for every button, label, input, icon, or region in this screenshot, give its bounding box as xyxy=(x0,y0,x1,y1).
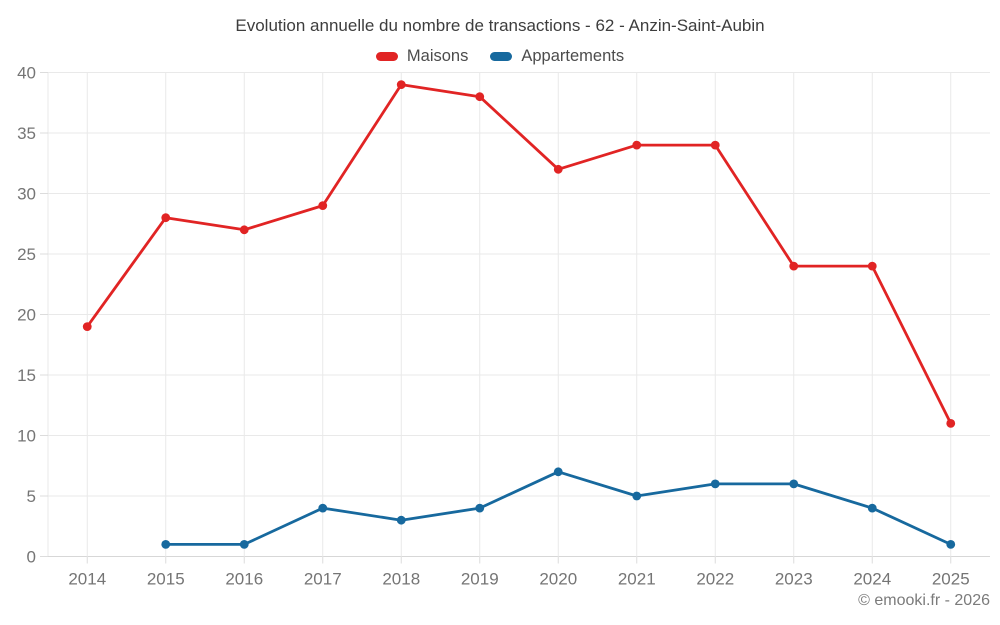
svg-text:2025: 2025 xyxy=(932,570,970,589)
data-point-marker[interactable] xyxy=(553,164,563,174)
svg-text:20: 20 xyxy=(17,306,36,325)
copyright-text: © emooki.fr - 2026 xyxy=(858,592,990,609)
svg-text:2023: 2023 xyxy=(775,570,813,589)
legend-label-appartements: Appartements xyxy=(521,47,625,65)
series-line-maisons xyxy=(85,83,953,425)
axis-ticks xyxy=(40,72,952,564)
legend-item-appartements[interactable]: Appartements xyxy=(490,46,624,66)
legend-label-maisons: Maisons xyxy=(406,47,469,65)
data-point-marker[interactable] xyxy=(475,92,485,102)
data-point-marker[interactable] xyxy=(789,479,799,489)
svg-text:2019: 2019 xyxy=(461,570,499,589)
data-point-marker[interactable] xyxy=(946,419,956,428)
y-axis-labels: 0 5 10 15 20 25 30 35 40 xyxy=(17,64,36,567)
chart-legend: Maisons Appartements xyxy=(0,45,1000,67)
legend-item-maisons[interactable]: Maisons xyxy=(375,46,469,66)
svg-text:25: 25 xyxy=(17,245,36,264)
svg-text:2016: 2016 xyxy=(225,570,263,589)
series-appartements xyxy=(161,467,956,549)
data-point-marker[interactable] xyxy=(710,140,720,150)
data-point-marker[interactable] xyxy=(318,201,328,211)
data-point-marker[interactable] xyxy=(239,540,249,549)
data-point-marker[interactable] xyxy=(475,503,485,513)
data-point-marker[interactable] xyxy=(946,540,956,549)
data-point-marker[interactable] xyxy=(239,225,249,235)
data-point-marker[interactable] xyxy=(161,540,171,549)
svg-text:0: 0 xyxy=(27,548,36,567)
svg-text:2022: 2022 xyxy=(696,570,734,589)
svg-text:2017: 2017 xyxy=(304,570,342,589)
grid-lines xyxy=(47,72,990,557)
svg-text:15: 15 xyxy=(17,366,36,385)
data-point-marker[interactable] xyxy=(789,261,799,271)
data-point-marker[interactable] xyxy=(710,479,720,489)
data-point-marker[interactable] xyxy=(632,140,642,150)
svg-text:35: 35 xyxy=(17,124,36,143)
svg-text:2021: 2021 xyxy=(618,570,656,589)
appartements-swatch-icon xyxy=(490,51,513,61)
svg-text:2020: 2020 xyxy=(539,570,577,589)
svg-text:2015: 2015 xyxy=(147,570,185,589)
chart-title: Evolution annuelle du nombre de transact… xyxy=(235,16,765,35)
svg-text:40: 40 xyxy=(17,64,36,83)
svg-text:5: 5 xyxy=(27,487,36,506)
data-point-marker[interactable] xyxy=(867,503,877,513)
data-point-marker[interactable] xyxy=(318,503,328,513)
data-point-marker[interactable] xyxy=(161,213,171,223)
x-axis-labels: 2014 2015 2016 2017 2018 2019 2020 2021 2022 2023… xyxy=(68,570,969,589)
svg-text:2018: 2018 xyxy=(382,570,420,589)
svg-text:2024: 2024 xyxy=(853,570,891,589)
maisons-swatch-icon xyxy=(375,51,398,61)
data-point-marker[interactable] xyxy=(553,467,563,477)
data-point-marker[interactable] xyxy=(82,322,92,331)
svg-text:10: 10 xyxy=(17,427,36,446)
svg-text:2014: 2014 xyxy=(68,570,106,589)
data-point-marker[interactable] xyxy=(632,491,642,501)
series-maisons xyxy=(82,80,956,428)
data-point-marker[interactable] xyxy=(396,80,406,89)
data-point-marker[interactable] xyxy=(396,515,406,525)
svg-text:30: 30 xyxy=(17,185,36,204)
data-point-marker[interactable] xyxy=(867,261,877,271)
